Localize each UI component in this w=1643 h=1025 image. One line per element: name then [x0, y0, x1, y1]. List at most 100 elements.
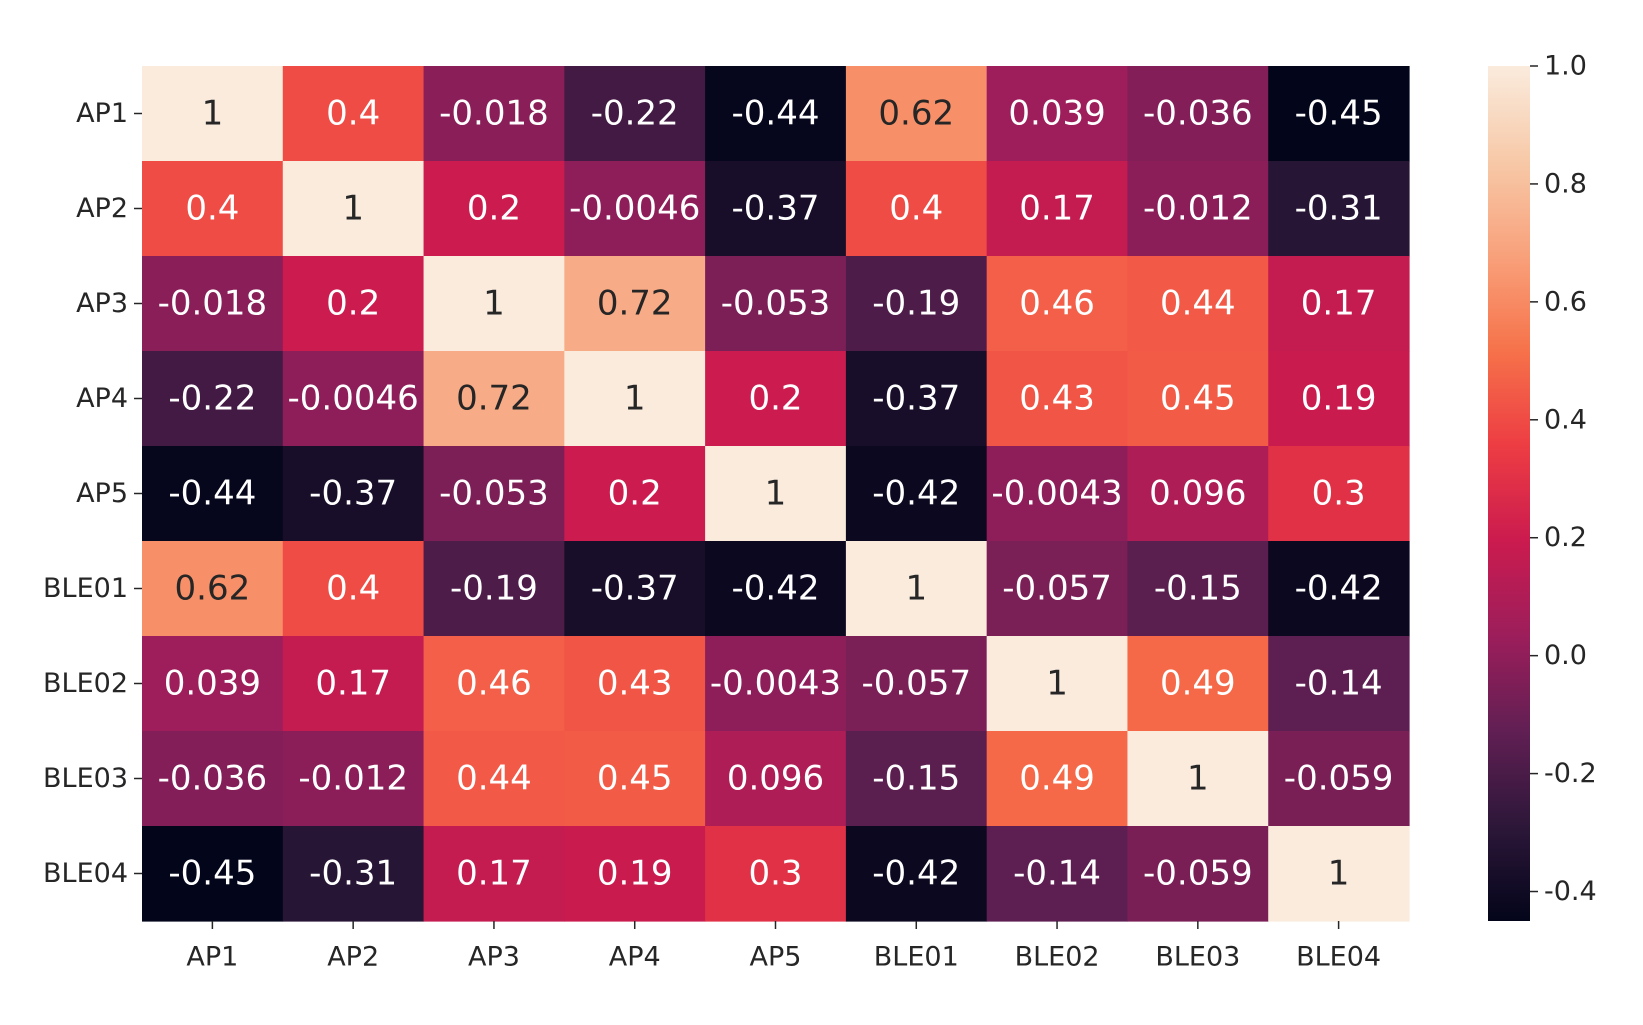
colorbar-tick-label: -0.4 — [1544, 876, 1597, 907]
heatmap-cell-AP5-BLE02 — [986, 446, 1129, 542]
heatmap-cell-BLE04-AP3 — [423, 826, 565, 922]
heatmap-cell-AP2-BLE04 — [1268, 161, 1410, 257]
cell-annotation: 1 — [342, 189, 364, 229]
heatmap-cell-BLE03-AP1 — [142, 731, 284, 827]
cell-annotations: 1 0.4 -0.018 -0.22 -0.44 0.62 0.039 -0.036 -0.45… — [158, 94, 1394, 894]
heatmap-cell-BLE04-AP1 — [142, 826, 284, 922]
cell-annotation: 0.4 — [326, 569, 380, 609]
heatmap-cell-AP1-BLE01 — [845, 66, 988, 162]
cell-annotation: 0.49 — [1160, 664, 1236, 704]
heatmap-cell-AP3-BLE02 — [986, 256, 1129, 352]
cell-annotation: 1 — [765, 474, 787, 514]
y-axis: AP1 AP2 AP3 AP4 AP5 BLE01 BLE02 BLE03 BLE04 — [43, 98, 142, 889]
y-tick-label: AP3 — [76, 288, 128, 319]
heatmap-cell-BLE01-AP1 — [142, 541, 284, 637]
cell-annotation: -0.45 — [1295, 94, 1383, 134]
heatmap-cell-AP3-AP5 — [705, 256, 847, 352]
heatmap-cell-AP2-BLE03 — [1127, 161, 1269, 257]
heatmap-cell-BLE02-BLE02 — [986, 636, 1129, 732]
heatmap-cell-AP3-AP3 — [423, 256, 565, 352]
y-tick-label: BLE02 — [43, 668, 128, 699]
cell-annotation: -0.018 — [439, 94, 549, 134]
heatmap-cell-AP5-AP4 — [564, 446, 706, 542]
heatmap-cell-BLE04-BLE01 — [845, 826, 988, 922]
heatmap-cell-AP4-AP5 — [705, 351, 847, 447]
heatmap-cell-BLE04-AP4 — [564, 826, 706, 922]
cell-annotation: 0.62 — [878, 94, 954, 134]
colorbar: -0.4 -0.2 0.0 0.2 0.4 0.6 0.8 1.0 — [1488, 51, 1597, 921]
cell-annotation: -0.0046 — [569, 189, 700, 229]
cell-annotation: -0.036 — [158, 759, 268, 799]
cell-annotation: 0.45 — [1160, 379, 1236, 419]
cell-annotation: 0.46 — [456, 664, 532, 704]
heatmap-cell-BLE02-BLE04 — [1268, 636, 1410, 732]
cell-annotation: 0.72 — [456, 379, 532, 419]
heatmap-cell-AP4-BLE04 — [1268, 351, 1410, 447]
heatmap-cell-AP4-AP3 — [423, 351, 565, 447]
y-tick-label: AP1 — [76, 98, 128, 129]
heatmap-cell-AP1-BLE04 — [1268, 66, 1410, 162]
heatmap-cell-AP3-BLE04 — [1268, 256, 1410, 352]
cell-annotation: -0.42 — [1295, 569, 1383, 609]
x-tick-label: BLE04 — [1296, 942, 1381, 973]
heatmap-cell-BLE03-AP5 — [705, 731, 847, 827]
cell-annotation: 0.43 — [1019, 379, 1095, 419]
cell-annotation: 0.17 — [315, 664, 391, 704]
colorbar-tick-label: 0.2 — [1544, 522, 1587, 553]
heatmap-cell-BLE03-AP2 — [282, 731, 425, 827]
cell-annotation: -0.45 — [168, 854, 256, 894]
cell-annotation: -0.44 — [732, 94, 820, 134]
heatmap-cell-AP3-AP2 — [282, 256, 425, 352]
heatmap-cell-BLE04-BLE03 — [1127, 826, 1269, 922]
x-axis: AP1 AP2 AP3 AP4 AP5 BLE01 BLE02 BLE03 BLE04 — [186, 921, 1381, 973]
cell-annotation: -0.15 — [872, 759, 960, 799]
heatmap-cell-BLE04-BLE04 — [1268, 826, 1410, 922]
cell-annotation: 0.3 — [1312, 474, 1366, 514]
cell-annotation: -0.19 — [872, 284, 960, 324]
colorbar-ticks: -0.4 -0.2 0.0 0.2 0.4 0.6 0.8 1.0 — [1530, 51, 1597, 907]
heatmap-cell-AP2-AP1 — [142, 161, 284, 257]
x-tick-label: AP4 — [609, 942, 661, 973]
cell-annotation: 0.096 — [1149, 474, 1246, 514]
heatmap-cell-AP5-BLE03 — [1127, 446, 1269, 542]
heatmap-cell-BLE02-AP4 — [564, 636, 706, 732]
x-tick-label: BLE03 — [1155, 942, 1240, 973]
cell-annotation: -0.057 — [861, 664, 971, 704]
cell-annotation: -0.37 — [872, 379, 960, 419]
cell-annotation: -0.42 — [872, 854, 960, 894]
cell-annotation: 0.2 — [748, 379, 802, 419]
y-tick-label: AP2 — [76, 193, 128, 224]
colorbar-tick-label: 0.6 — [1544, 286, 1587, 317]
heatmap-cell-AP1-AP1 — [142, 66, 284, 162]
y-tick-label: AP5 — [76, 478, 128, 509]
cell-annotation: 1 — [202, 94, 224, 134]
cell-annotation: -0.012 — [298, 759, 408, 799]
cell-annotation: 0.45 — [597, 759, 673, 799]
cell-annotation: 0.19 — [1301, 379, 1377, 419]
heatmap-cell-AP5-BLE01 — [845, 446, 988, 542]
heatmap-cell-BLE01-BLE02 — [986, 541, 1129, 637]
y-tick-label: AP4 — [76, 383, 128, 414]
heatmap-cell-BLE04-AP2 — [282, 826, 425, 922]
cell-annotation: -0.37 — [309, 474, 397, 514]
cell-annotation: -0.053 — [721, 284, 831, 324]
cell-annotation: -0.31 — [309, 854, 397, 894]
cell-annotation: 1 — [624, 379, 646, 419]
heatmap-cell-AP1-AP5 — [705, 66, 847, 162]
heatmap-cell-BLE01-AP4 — [564, 541, 706, 637]
cell-annotation: -0.059 — [1143, 854, 1253, 894]
colorbar-gradient — [1488, 66, 1530, 921]
cell-annotation: 0.46 — [1019, 284, 1095, 324]
cell-annotation: 0.19 — [597, 854, 673, 894]
heatmap-cell-BLE01-BLE04 — [1268, 541, 1410, 637]
cell-annotation: 0.2 — [326, 284, 380, 324]
cell-annotation: -0.0043 — [991, 474, 1122, 514]
heatmap-cell-AP2-BLE01 — [845, 161, 988, 257]
cell-annotation: -0.018 — [158, 284, 268, 324]
heatmap-cell-BLE02-AP1 — [142, 636, 284, 732]
x-tick-label: AP2 — [327, 942, 379, 973]
heatmap-cell-AP1-AP2 — [282, 66, 425, 162]
cell-annotation: -0.059 — [1284, 759, 1394, 799]
heatmap-cell-BLE02-AP5 — [705, 636, 847, 732]
cell-annotation: -0.22 — [168, 379, 256, 419]
